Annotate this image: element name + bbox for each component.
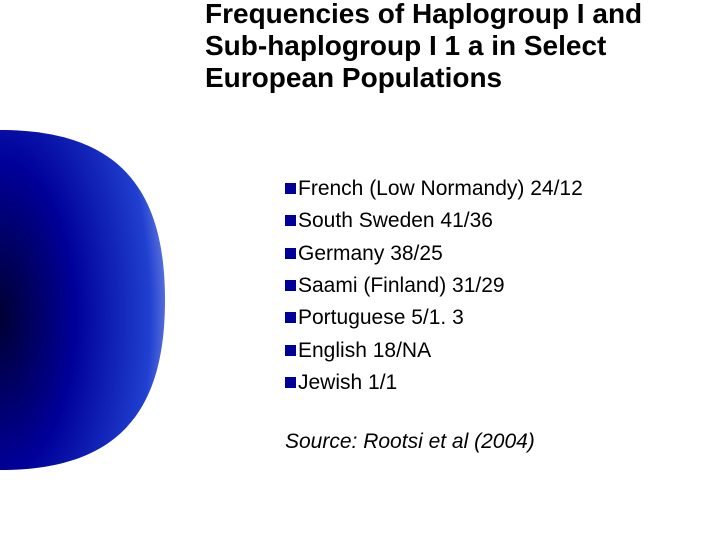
- list-item-label: English 18/NA: [298, 337, 431, 365]
- list-item: Portuguese 5/1. 3: [285, 304, 705, 332]
- square-bullet-icon: [285, 215, 296, 226]
- square-bullet-icon: [285, 183, 296, 194]
- decorative-curve: [0, 0, 200, 540]
- list-item: Jewish 1/1: [285, 369, 705, 397]
- slide: Frequencies of Haplogroup I and Sub-hapl…: [0, 0, 720, 540]
- list-item-label: Saami (Finland) 31/29: [298, 272, 505, 300]
- list-item: South Sweden 41/36: [285, 207, 705, 235]
- list-item-label: Portuguese 5/1. 3: [298, 304, 464, 332]
- bullet-list: French (Low Normandy) 24/12 South Sweden…: [285, 175, 705, 401]
- list-item-label: Jewish 1/1: [298, 369, 397, 397]
- square-bullet-icon: [285, 248, 296, 259]
- square-bullet-icon: [285, 345, 296, 356]
- slide-title-block: Frequencies of Haplogroup I and Sub-hapl…: [205, 0, 705, 95]
- source-citation: Source: Rootsi et al (2004): [285, 430, 705, 454]
- list-item: French (Low Normandy) 24/12: [285, 175, 705, 203]
- list-item-label: Germany 38/25: [298, 240, 443, 268]
- list-item: English 18/NA: [285, 337, 705, 365]
- square-bullet-icon: [285, 377, 296, 388]
- list-item-label: South Sweden 41/36: [298, 207, 493, 235]
- list-item: Germany 38/25: [285, 240, 705, 268]
- list-item: Saami (Finland) 31/29: [285, 272, 705, 300]
- square-bullet-icon: [285, 312, 296, 323]
- slide-title: Frequencies of Haplogroup I and Sub-hapl…: [205, 0, 705, 95]
- source-block: Source: Rootsi et al (2004): [285, 430, 705, 454]
- list-item-label: French (Low Normandy) 24/12: [298, 175, 583, 203]
- square-bullet-icon: [285, 280, 296, 291]
